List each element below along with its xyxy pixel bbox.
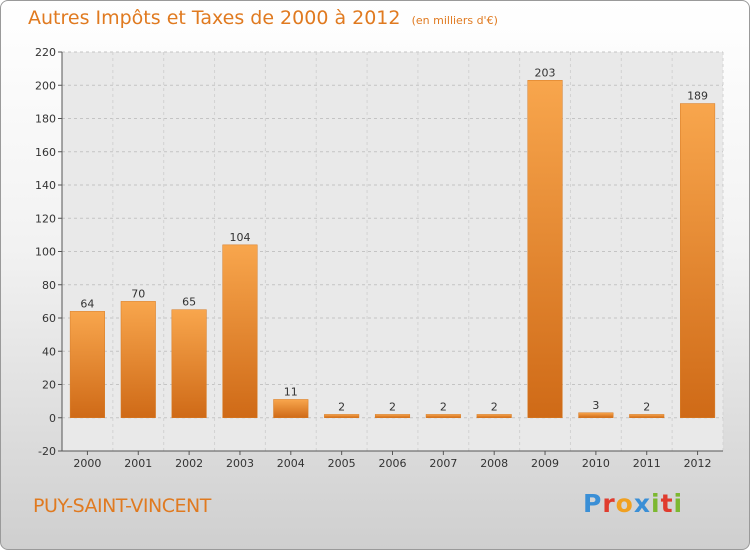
x-tick-label-2003: 2003 [226, 457, 254, 470]
logo-letter: x [633, 489, 651, 518]
logo-letter: r [602, 489, 616, 518]
value-label-2009: 203 [535, 66, 556, 79]
value-label-2004: 11 [284, 385, 298, 398]
chart-title: Autres Impôts et Taxes de 2000 à 2012 [28, 7, 401, 29]
value-label-2003: 104 [229, 231, 250, 244]
y-tick-label: 60 [42, 312, 56, 325]
bar-2005 [324, 414, 360, 418]
x-tick-label-2010: 2010 [582, 457, 610, 470]
x-tick-label-2000: 2000 [73, 457, 101, 470]
value-label-2007: 2 [440, 400, 447, 413]
x-tick-label-2001: 2001 [124, 457, 152, 470]
y-tick-label: 200 [35, 79, 56, 92]
y-tick-label: 160 [35, 146, 56, 159]
bar-layer [69, 80, 716, 419]
label-layer: 64 70 65 104 11 2 2 2 2 203 3 2 189 [80, 66, 708, 413]
value-label-2010: 3 [592, 399, 599, 412]
value-label-2005: 2 [338, 400, 345, 413]
y-tick-label: 140 [35, 179, 56, 192]
bar-2008 [476, 414, 512, 418]
logo-letter: i [673, 489, 684, 518]
logo-letter: P [583, 489, 603, 518]
proxiti-logo: Proxiti [583, 489, 683, 518]
x-tick-label-2012: 2012 [684, 457, 712, 470]
bar-2003 [222, 244, 258, 418]
y-tick-label: 220 [35, 46, 56, 59]
y-tick-label: -20 [38, 445, 56, 458]
value-label-2012: 189 [687, 90, 708, 103]
commune-name: PUY-SAINT-VINCENT [33, 495, 211, 517]
y-tick-label: 180 [35, 113, 56, 126]
chart-title-block: Autres Impôts et Taxes de 2000 à 2012 (e… [28, 7, 498, 29]
bar-2000 [69, 311, 105, 419]
x-tick-label-2002: 2002 [175, 457, 203, 470]
bar-2010 [578, 412, 614, 419]
bar-2007 [425, 414, 461, 418]
logo-letter: t [660, 489, 674, 518]
axis-layer: -20 0 20 40 60 80 100 120 140 160 180 200 220 2000 200… [35, 46, 723, 470]
bar-2004 [273, 399, 309, 418]
value-label-2001: 70 [131, 287, 145, 300]
value-label-2011: 2 [643, 400, 650, 413]
x-tick-label-2009: 2009 [531, 457, 559, 470]
y-tick-label: 0 [49, 412, 56, 425]
y-tick-label: 80 [42, 279, 56, 292]
x-tick-label-2007: 2007 [429, 457, 457, 470]
bar-2001 [120, 301, 156, 418]
y-tick-label: 100 [35, 246, 56, 259]
x-tick-label-2005: 2005 [328, 457, 356, 470]
bar-2002 [171, 309, 207, 418]
bar-2012 [680, 103, 716, 418]
value-label-2008: 2 [491, 400, 498, 413]
x-tick-label-2008: 2008 [480, 457, 508, 470]
value-label-2006: 2 [389, 400, 396, 413]
logo-letter: o [615, 489, 634, 518]
bar-2011 [629, 414, 665, 418]
y-tick-label: 120 [35, 212, 56, 225]
bar-2009 [527, 80, 563, 418]
logo-letter: i [651, 489, 661, 518]
bar-2006 [374, 414, 411, 418]
chart-subtitle: (en milliers d'€) [411, 14, 498, 27]
x-tick-label-2011: 2011 [633, 457, 661, 470]
y-tick-label: 40 [42, 345, 56, 358]
grid-layer [61, 51, 724, 452]
y-tick-label: 20 [42, 379, 56, 392]
x-tick-label-2004: 2004 [277, 457, 305, 470]
value-label-2000: 64 [80, 297, 94, 310]
value-label-2002: 65 [182, 296, 196, 309]
x-tick-label-2006: 2006 [379, 457, 407, 470]
